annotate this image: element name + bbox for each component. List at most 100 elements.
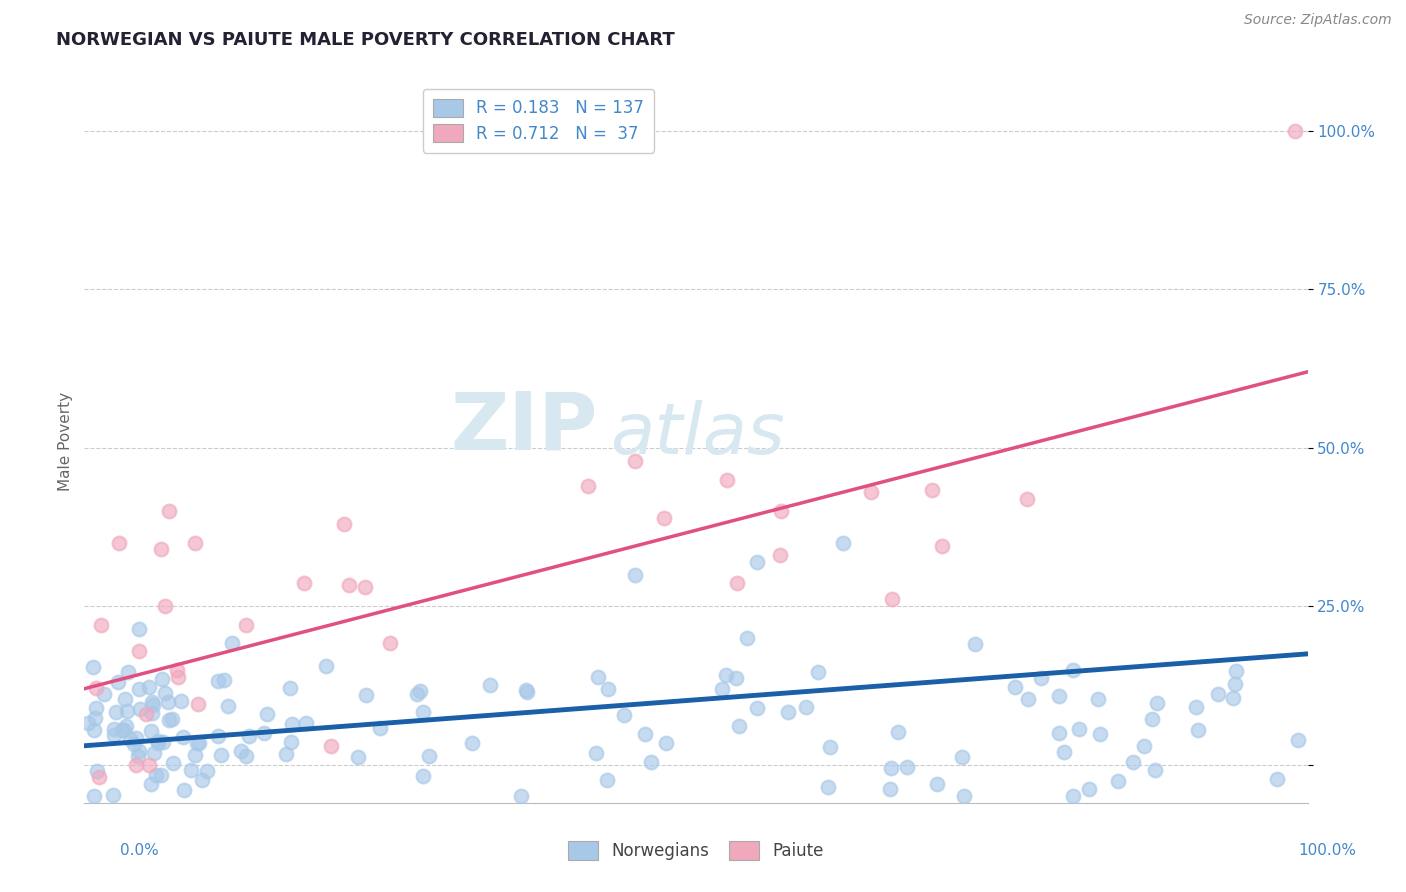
Point — [149, 542, 172, 557]
Point — [93, 687, 115, 701]
Point — [1031, 671, 1053, 685]
Point — [145, 767, 167, 781]
Point — [807, 665, 830, 679]
Point — [187, 698, 209, 712]
Text: 0.0%: 0.0% — [120, 843, 159, 858]
Point — [596, 682, 619, 697]
Point — [418, 749, 440, 764]
Point — [1077, 782, 1099, 797]
Point — [1004, 680, 1026, 694]
Text: 100.0%: 100.0% — [1299, 843, 1357, 858]
Point — [412, 706, 434, 720]
Point — [101, 788, 124, 802]
Point — [138, 680, 160, 694]
Point — [84, 701, 107, 715]
Point — [1185, 700, 1208, 714]
Point — [1062, 663, 1084, 677]
Point — [77, 715, 100, 730]
Point — [141, 706, 163, 720]
Point — [1067, 722, 1090, 736]
Point — [950, 750, 973, 764]
Point — [207, 729, 229, 743]
Point — [209, 747, 232, 762]
Point — [235, 618, 257, 632]
Point — [280, 717, 302, 731]
Point — [931, 539, 953, 553]
Point — [238, 730, 260, 744]
Point — [128, 643, 150, 657]
Point — [186, 736, 208, 750]
Point — [84, 711, 107, 725]
Point — [207, 674, 229, 689]
Point — [170, 694, 193, 708]
Point — [354, 688, 377, 702]
Point — [139, 777, 162, 791]
Point — [114, 692, 136, 706]
Point — [253, 726, 276, 740]
Text: atlas: atlas — [610, 400, 785, 469]
Point — [1223, 677, 1246, 691]
Point — [141, 695, 163, 709]
Point — [128, 744, 150, 758]
Point — [86, 681, 108, 695]
Point — [315, 659, 337, 673]
Point — [337, 578, 360, 592]
Point — [965, 637, 987, 651]
Point — [191, 772, 214, 787]
Point — [887, 724, 910, 739]
Point — [120, 731, 142, 746]
Point — [515, 683, 537, 698]
Point — [187, 736, 209, 750]
Point — [160, 712, 183, 726]
Point — [292, 576, 315, 591]
Point — [654, 511, 676, 525]
Text: ZIP: ZIP — [451, 388, 598, 467]
Point — [510, 789, 533, 804]
Point — [107, 536, 129, 550]
Point — [1122, 755, 1144, 769]
Point — [256, 706, 278, 721]
Point — [921, 483, 943, 497]
Point — [409, 684, 432, 698]
Point — [624, 567, 647, 582]
Point — [1087, 692, 1109, 706]
Point — [107, 675, 129, 690]
Point — [725, 576, 748, 591]
Point — [280, 734, 302, 748]
Point — [153, 686, 176, 700]
Point — [727, 719, 749, 733]
Point — [87, 771, 110, 785]
Point — [1047, 689, 1070, 703]
Point — [1052, 745, 1074, 759]
Point — [412, 768, 434, 782]
Point — [217, 698, 239, 713]
Point — [112, 723, 135, 738]
Point — [153, 599, 176, 614]
Point — [127, 748, 149, 763]
Point — [235, 749, 257, 764]
Point — [716, 473, 738, 487]
Point — [173, 783, 195, 797]
Point — [142, 698, 165, 713]
Point — [124, 758, 146, 772]
Point — [818, 739, 841, 754]
Point — [859, 485, 882, 500]
Point — [180, 763, 202, 777]
Point — [166, 663, 188, 677]
Point — [576, 479, 599, 493]
Point — [613, 708, 636, 723]
Point — [796, 700, 818, 714]
Point — [125, 731, 148, 745]
Point — [1144, 763, 1167, 777]
Point — [478, 678, 501, 692]
Point — [1090, 727, 1112, 741]
Point — [143, 746, 166, 760]
Point — [1047, 725, 1070, 739]
Point — [146, 736, 169, 750]
Point — [1140, 712, 1163, 726]
Point — [162, 756, 184, 771]
Point — [128, 622, 150, 636]
Point — [716, 668, 738, 682]
Point — [129, 702, 152, 716]
Point — [103, 722, 125, 736]
